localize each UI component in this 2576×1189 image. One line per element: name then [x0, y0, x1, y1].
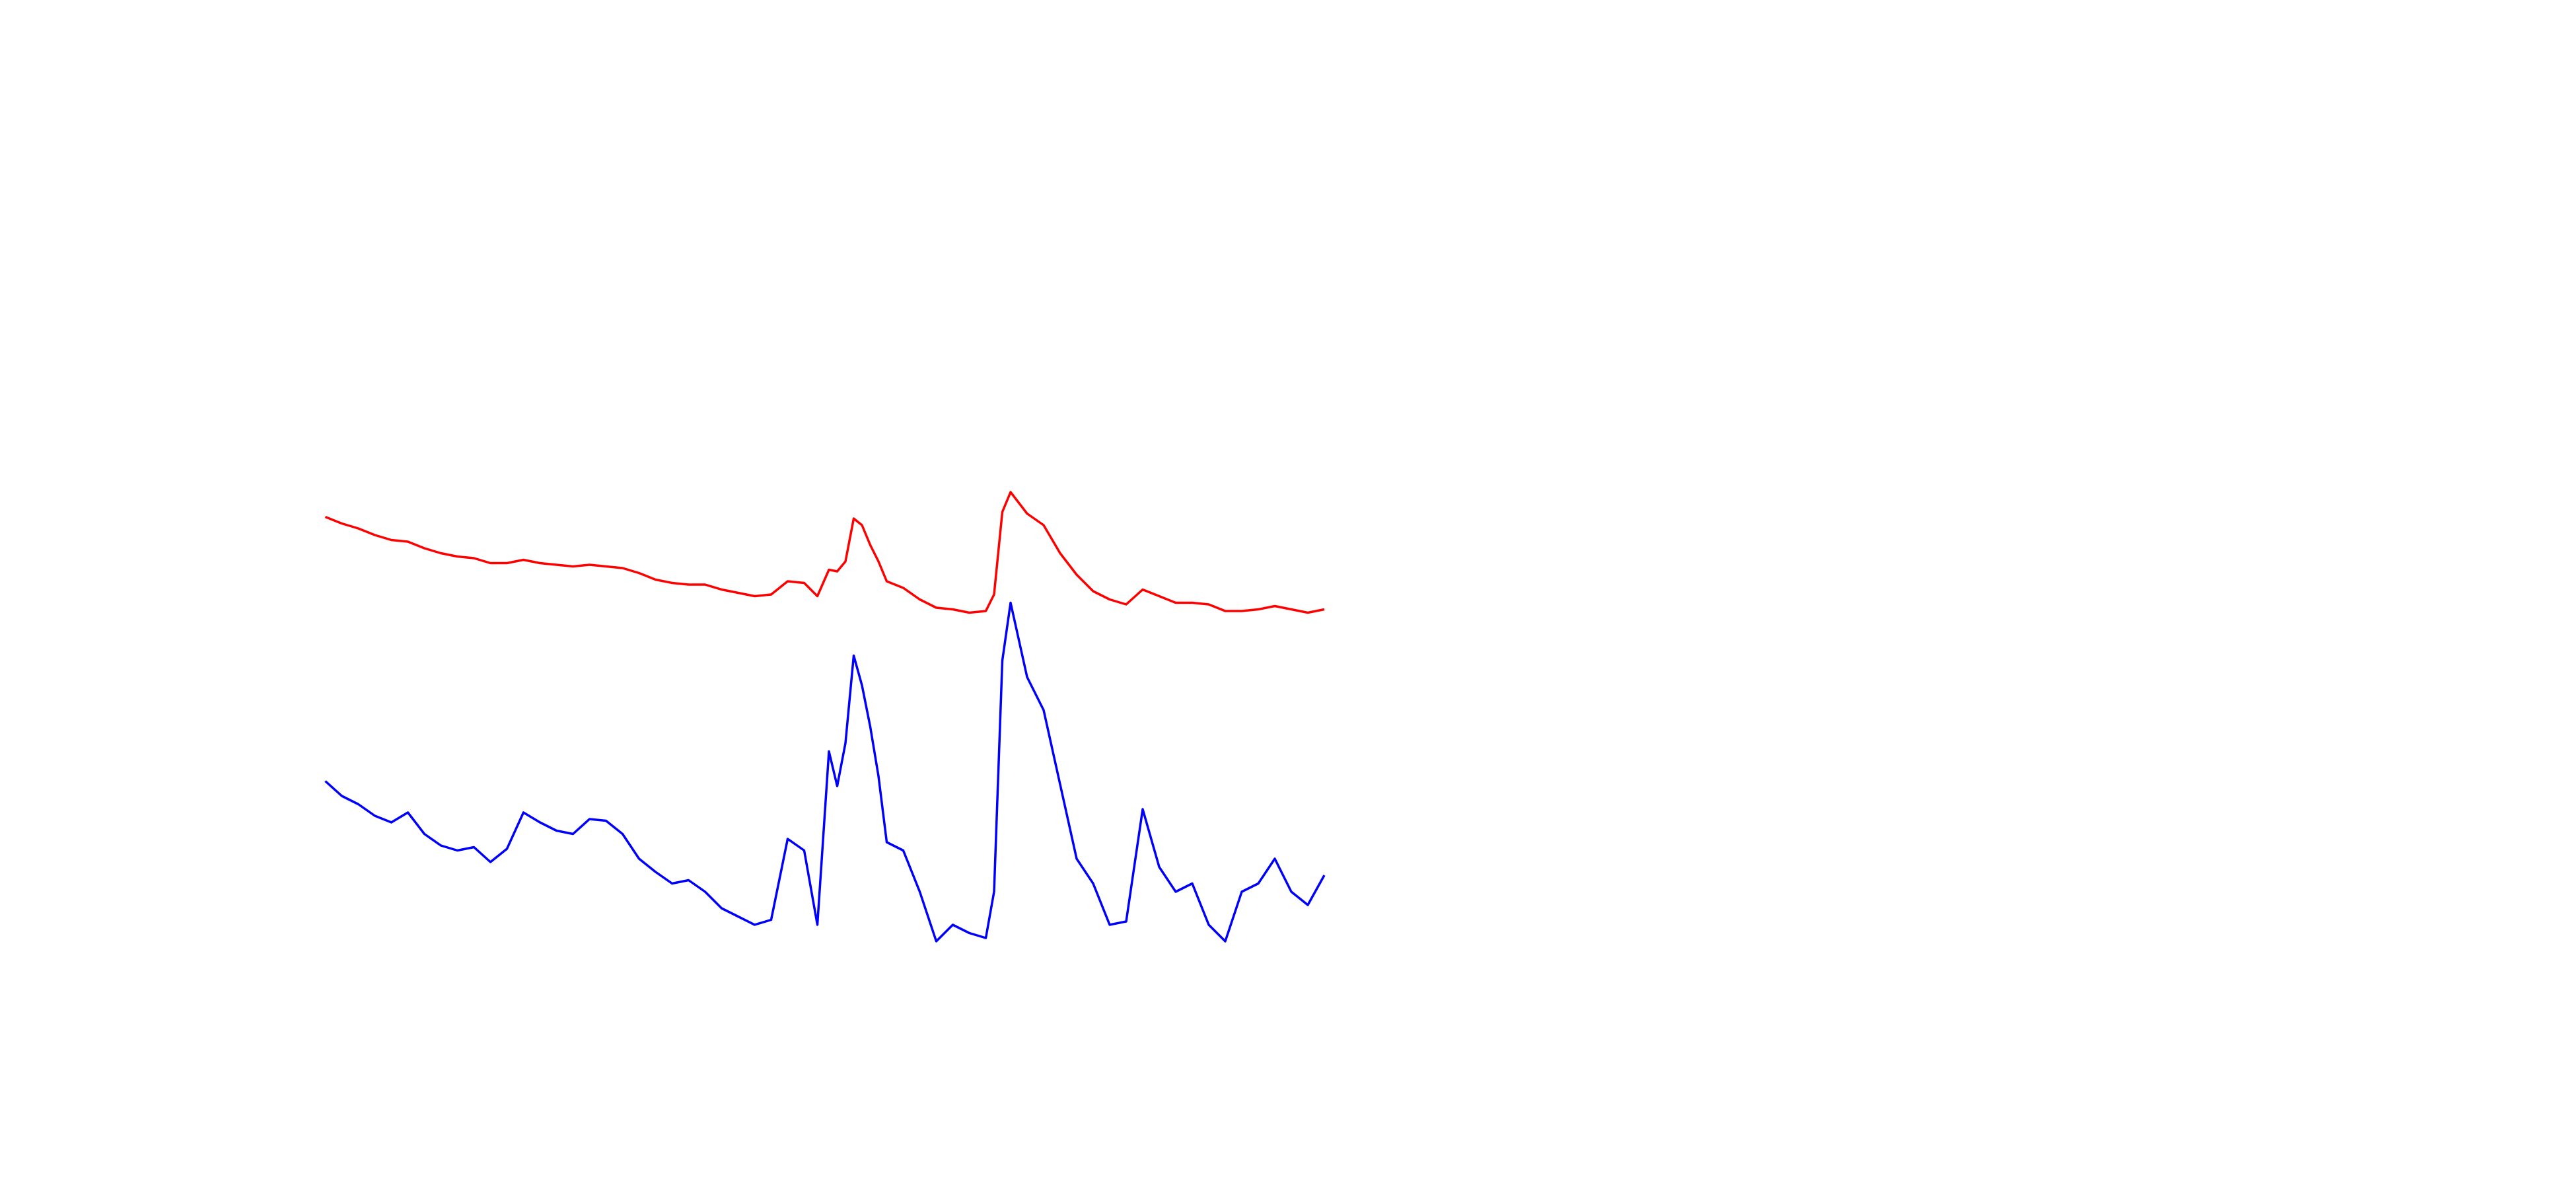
line-series: [324, 601, 1326, 943]
line-series: [324, 491, 1325, 614]
